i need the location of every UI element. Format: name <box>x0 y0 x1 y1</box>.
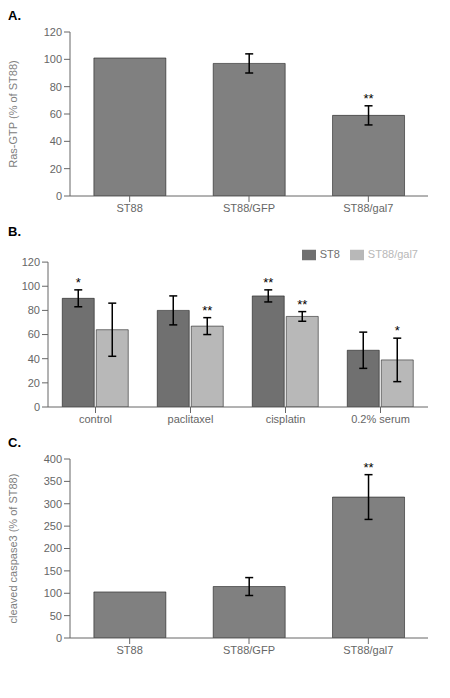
svg-text:ST88/gal7: ST88/gal7 <box>343 644 393 656</box>
svg-text:ST88: ST88 <box>117 644 143 656</box>
svg-text:cisplatin: cisplatin <box>266 413 306 425</box>
svg-text:control: control <box>79 413 112 425</box>
svg-text:ST88: ST88 <box>117 202 143 214</box>
svg-text:20: 20 <box>28 377 40 389</box>
svg-text:80: 80 <box>50 81 62 93</box>
svg-text:40: 40 <box>28 353 40 365</box>
svg-text:120: 120 <box>44 26 62 38</box>
svg-text:100: 100 <box>22 280 40 292</box>
svg-text:100: 100 <box>44 587 62 599</box>
svg-text:*: * <box>395 323 400 338</box>
svg-text:80: 80 <box>28 304 40 316</box>
svg-text:200: 200 <box>44 542 62 554</box>
svg-text:20: 20 <box>50 163 62 175</box>
svg-text:Ras-GTP (% of ST88): Ras-GTP (% of ST88) <box>8 60 19 167</box>
svg-text:ST88/gal7: ST88/gal7 <box>343 202 393 214</box>
svg-text:**: ** <box>297 297 307 312</box>
svg-text:*: * <box>76 275 81 290</box>
svg-text:**: ** <box>202 303 212 318</box>
svg-text:40: 40 <box>50 135 62 147</box>
svg-text:paclitaxel: paclitaxel <box>168 413 214 425</box>
svg-text:0.2% serum: 0.2% serum <box>351 413 410 425</box>
svg-text:350: 350 <box>44 475 62 487</box>
html-text:B.: B. <box>8 224 21 239</box>
svg-text:100: 100 <box>44 53 62 65</box>
svg-text:**: ** <box>363 91 373 106</box>
svg-text:0: 0 <box>34 401 40 413</box>
svg-text:300: 300 <box>44 498 62 510</box>
html-text:ST88/gal7: ST88/gal7 <box>367 248 418 260</box>
svg-text:0: 0 <box>56 190 62 202</box>
svg-text:ST88/GFP: ST88/GFP <box>223 202 275 214</box>
html-text:ST8: ST8 <box>319 248 340 260</box>
html-text:C.: C. <box>8 435 21 450</box>
svg-text:400: 400 <box>44 453 62 465</box>
svg-text:0: 0 <box>56 632 62 644</box>
svg-text:cleaved caspase3 (% of ST88): cleaved caspase3 (% of ST88) <box>8 474 19 624</box>
svg-text:250: 250 <box>44 520 62 532</box>
svg-text:60: 60 <box>50 108 62 120</box>
svg-text:50: 50 <box>50 610 62 622</box>
svg-text:**: ** <box>263 275 273 290</box>
svg-text:ST88/GFP: ST88/GFP <box>223 644 275 656</box>
svg-text:150: 150 <box>44 565 62 577</box>
svg-text:**: ** <box>363 460 373 475</box>
html-text:A.: A. <box>8 8 21 23</box>
svg-text:120: 120 <box>22 256 40 268</box>
svg-text:60: 60 <box>28 328 40 340</box>
